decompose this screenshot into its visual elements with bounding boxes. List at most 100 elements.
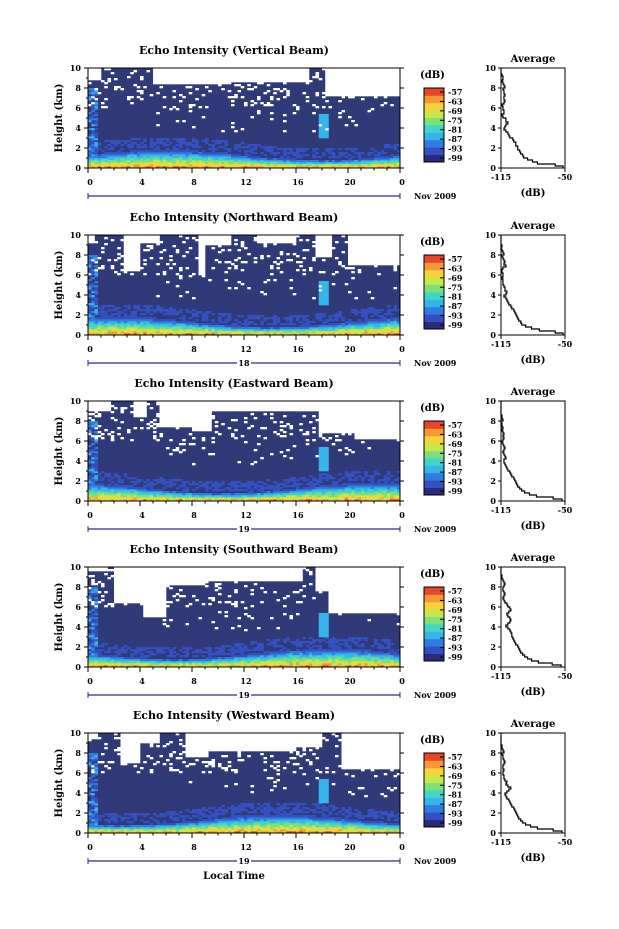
heatmap-cell [114, 489, 118, 494]
heatmap-cell [149, 313, 154, 316]
colorbar-segment [424, 439, 444, 442]
heatmap-cell [266, 497, 271, 500]
heatmap-cell [179, 401, 183, 428]
heatmap-cell [335, 645, 339, 652]
heatmap-cell [175, 487, 180, 490]
heatmap-cell [94, 154, 99, 159]
colorbar-tick-label: -87 [448, 633, 462, 643]
heatmap-cell [227, 645, 232, 648]
heatmap-cell [214, 495, 219, 498]
heatmap-cell [214, 659, 219, 662]
heatmap-cell [101, 753, 105, 756]
heatmap-cell [114, 473, 118, 478]
heatmap-cell [240, 164, 245, 167]
colorbar-segment [424, 465, 444, 468]
heatmap-cell [159, 321, 164, 324]
heatmap-cell [266, 777, 271, 780]
heatmap-cell [192, 493, 196, 496]
heatmap-cell [260, 493, 264, 496]
heatmap-cell [250, 641, 255, 646]
heatmap-cell [156, 647, 160, 654]
heatmap-cell [309, 481, 313, 490]
heatmap-cell [302, 641, 307, 644]
heatmap-cell [312, 431, 316, 434]
heatmap-cell [276, 659, 281, 662]
heatmap-cell [279, 825, 284, 830]
heatmap-cell [97, 473, 102, 478]
heatmap-cell [266, 317, 271, 320]
heatmap-cell [244, 166, 248, 169]
heatmap-cell [162, 68, 167, 85]
heatmap-cell [179, 771, 183, 774]
heatmap-cell [175, 659, 180, 662]
colorbar-segment [424, 467, 444, 470]
heatmap-cell [331, 665, 336, 668]
heatmap-cell [260, 753, 264, 756]
heatmap-cell [104, 813, 108, 816]
heatmap-cell [253, 144, 258, 151]
heatmap-cell [247, 315, 251, 320]
heatmap-cell [117, 825, 121, 828]
heatmap-cell [367, 487, 372, 490]
colorbar-segment [424, 599, 444, 603]
heatmap-cell [133, 813, 138, 822]
heatmap-cell [127, 319, 131, 322]
heatmap-cell [302, 585, 307, 588]
heatmap-cell [286, 637, 290, 642]
heatmap-cell [201, 323, 206, 326]
y-tick-label: 0 [75, 163, 81, 173]
heatmap-cell [351, 491, 355, 494]
heatmap-cell [94, 160, 99, 165]
heatmap-cell [91, 401, 95, 412]
heatmap-cell [211, 831, 216, 834]
average-x-label: (dB) [521, 521, 546, 532]
heatmap-cell [94, 757, 99, 760]
heatmap-cell [231, 821, 235, 824]
y-tick-label: 8 [75, 416, 81, 426]
heatmap-cell [263, 807, 268, 818]
heatmap-cell [231, 603, 235, 606]
colorbar-segment [424, 487, 444, 490]
heatmap-cell [283, 425, 287, 428]
heatmap-cell [367, 325, 372, 328]
heatmap-cell [94, 661, 99, 666]
average-y-tick-label: 6 [490, 602, 496, 612]
heatmap-cell [153, 154, 157, 157]
heatmap-cell [357, 327, 362, 330]
heatmap-cell [133, 733, 138, 764]
heatmap-cell [198, 327, 203, 332]
heatmap-cell [224, 333, 229, 336]
colorbar-segment [424, 260, 444, 263]
heatmap-cell [237, 158, 242, 161]
heatmap-cell [351, 401, 355, 434]
heatmap-cell [195, 162, 199, 165]
heatmap-cell [88, 483, 92, 486]
heatmap-cell [231, 126, 235, 129]
heatmap-cell [351, 649, 355, 652]
colorbar-segment [424, 134, 444, 137]
heatmap-cell [302, 257, 307, 260]
heatmap-cell [185, 605, 190, 608]
heatmap-cell [237, 821, 242, 824]
heatmap-cell [338, 497, 342, 500]
heatmap-cell [247, 657, 251, 660]
heatmap-cell [162, 659, 167, 662]
heatmap-cell [91, 757, 95, 760]
heatmap-cell [283, 665, 287, 668]
heatmap-cell [357, 649, 362, 652]
heatmap-cell [227, 327, 232, 330]
heatmap-cell [367, 235, 372, 266]
heatmap-cell [166, 811, 170, 816]
heatmap-cell [159, 401, 164, 428]
heatmap-cell [192, 499, 196, 502]
heatmap-cell [348, 154, 352, 157]
heatmap-cell [159, 162, 164, 167]
heatmap-cell [198, 733, 203, 758]
heatmap-cell [234, 567, 238, 584]
x-tick-label: 12 [240, 344, 251, 354]
average-frame [500, 234, 566, 336]
heatmap-cell [97, 158, 102, 161]
heatmap-cell [133, 311, 138, 320]
heatmap-cell [318, 327, 323, 330]
heatmap-cell [107, 813, 112, 818]
